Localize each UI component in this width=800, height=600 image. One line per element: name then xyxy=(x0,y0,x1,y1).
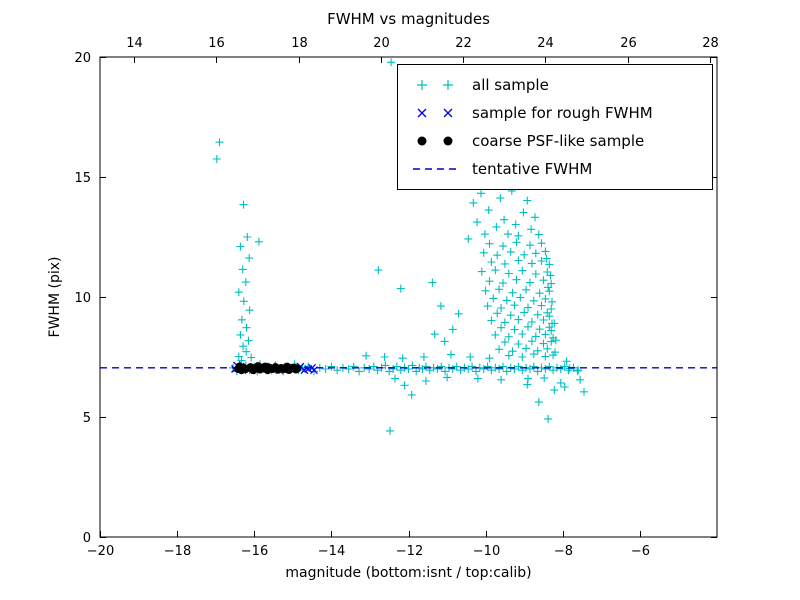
svg-text:−6: −6 xyxy=(631,544,650,559)
x-axis-label: magnitude (bottom:isnt / top:calib) xyxy=(285,565,532,581)
legend-item-tentative-fwhm: tentative FWHM xyxy=(398,155,712,183)
svg-text:5: 5 xyxy=(83,411,91,426)
svg-text:14: 14 xyxy=(126,36,143,51)
svg-text:20: 20 xyxy=(74,51,91,66)
legend-label: sample for rough FWHM xyxy=(472,104,653,122)
svg-text:−20: −20 xyxy=(87,544,114,559)
legend-label: all sample xyxy=(472,76,549,94)
svg-text:28: 28 xyxy=(702,36,719,51)
svg-text:−14: −14 xyxy=(318,544,345,559)
svg-text:10: 10 xyxy=(74,291,91,306)
svg-text:20: 20 xyxy=(373,36,390,51)
svg-text:−18: −18 xyxy=(164,544,191,559)
chart-title: FWHM vs magnitudes xyxy=(327,10,490,28)
dot-marker-icon xyxy=(417,136,453,146)
svg-text:−12: −12 xyxy=(396,544,423,559)
svg-text:16: 16 xyxy=(208,36,225,51)
legend-item-all-sample: all sample xyxy=(398,71,712,99)
svg-text:0: 0 xyxy=(83,531,91,546)
legend-label: coarse PSF-like sample xyxy=(472,132,645,150)
svg-text:26: 26 xyxy=(620,36,637,51)
svg-text:15: 15 xyxy=(74,171,91,186)
legend-item-coarse-psf: coarse PSF-like sample xyxy=(398,127,712,155)
svg-text:−8: −8 xyxy=(554,544,573,559)
y-axis-label: FWHM (pix) xyxy=(47,256,63,338)
svg-text:−10: −10 xyxy=(473,544,500,559)
cross-marker-icon xyxy=(417,108,453,118)
legend: all sample sample for rough FWHM coarse … xyxy=(397,64,713,190)
legend-label: tentative FWHM xyxy=(472,160,593,178)
svg-text:−16: −16 xyxy=(241,544,268,559)
legend-item-rough-fwhm: sample for rough FWHM xyxy=(398,99,712,127)
svg-text:18: 18 xyxy=(291,36,308,51)
dashed-line-icon xyxy=(413,168,459,170)
svg-text:22: 22 xyxy=(455,36,472,51)
svg-text:24: 24 xyxy=(537,36,554,51)
plus-marker-icon xyxy=(417,80,453,90)
